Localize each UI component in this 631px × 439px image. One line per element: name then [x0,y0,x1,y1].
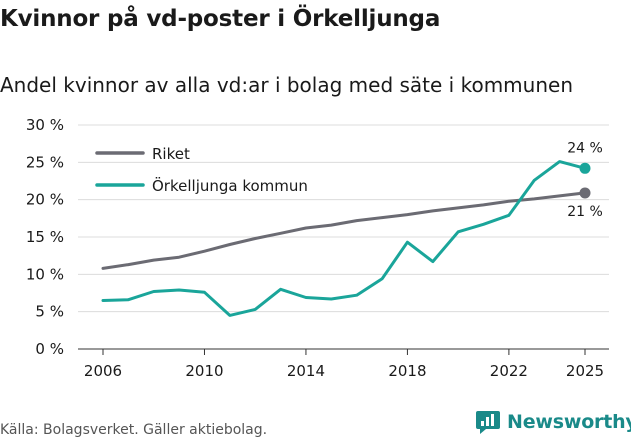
x-tick-label: 2014 [287,362,325,380]
y-tick-label: 5 % [35,303,64,321]
y-tick-label: 0 % [35,340,64,358]
legend-label: Örkelljunga kommun [152,176,308,195]
series-end-marker [579,162,591,174]
brand-name: Newsworthy [507,411,631,433]
x-tick-label: 2022 [490,362,528,380]
series-line-kommun [101,160,587,317]
x-tick-label: 2025 [566,362,604,380]
source-note: Källa: Bolagsverket. Gäller aktiebolag. [0,422,268,438]
x-tick-label: 2006 [84,362,122,380]
series-end-marker [579,187,591,199]
y-tick-label: 20 % [26,191,64,209]
legend-label: Riket [152,145,190,163]
brand-logo: Newsworthy [475,405,631,439]
y-tick-label: 25 % [26,153,64,171]
series-line-riket [101,191,587,270]
x-tick-label: 2010 [185,362,223,380]
chart-subtitle: Andel kvinnor av alla vd:ar i bolag med … [0,73,573,97]
newsworthy-logo-icon [476,411,500,434]
y-tick-label: 10 % [26,265,64,283]
series-end-label: 21 % [567,204,603,220]
series-end-label: 24 % [567,140,603,156]
chart-title: Kvinnor på vd-poster i Örkelljunga [0,6,441,32]
x-tick-label: 2018 [388,362,426,380]
y-tick-label: 30 % [26,116,64,134]
y-tick-label: 15 % [26,228,64,246]
